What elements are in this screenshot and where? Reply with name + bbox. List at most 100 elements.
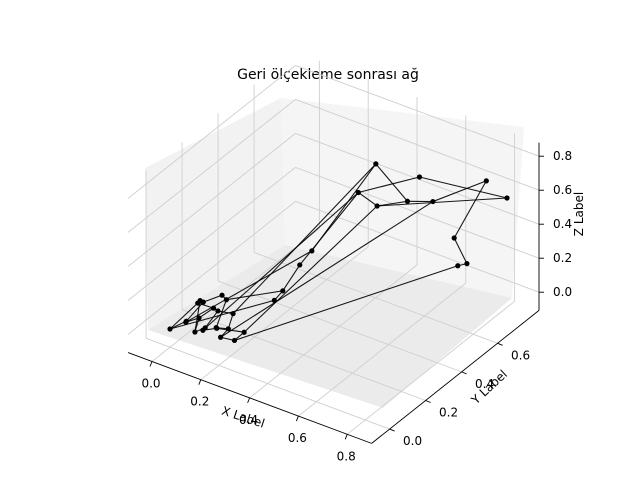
network-edge <box>311 163 377 252</box>
y-tick-label: 0.0 <box>403 434 422 448</box>
network-edge <box>234 265 458 341</box>
x-tick-label: 0.2 <box>190 395 209 409</box>
y-tick-mark <box>425 400 431 403</box>
network-node <box>183 319 189 325</box>
grid-line-z-back <box>295 166 540 259</box>
network-node <box>225 326 231 332</box>
network-edge <box>185 301 204 322</box>
network-node <box>271 297 277 303</box>
z-axis-label: Z Label <box>572 192 586 236</box>
network-edge <box>453 180 487 239</box>
network-node <box>464 261 470 267</box>
grid-line-z-back <box>295 98 540 191</box>
x-axis-line <box>127 352 372 444</box>
network-node <box>430 198 436 205</box>
network-node <box>355 189 361 196</box>
network-node <box>215 308 221 314</box>
network-edge <box>220 201 434 338</box>
grid-line-y-floor <box>145 337 390 430</box>
network-node <box>219 292 225 298</box>
network-edge <box>358 192 378 207</box>
grid-line-z-left <box>127 133 296 267</box>
y-tick-mark <box>497 342 503 346</box>
network-node <box>197 298 203 304</box>
network-edge <box>299 192 359 266</box>
tick-labels: 0.0 0.2 0.4 0.6 0.8 0.0 0.2 0.4 0.6 0.0 0.2 0.4 0.6 0… <box>141 149 572 463</box>
grid-lines <box>127 60 540 435</box>
network-node <box>483 178 489 184</box>
z-tick-label: 0.4 <box>553 217 572 231</box>
y-tick-mark <box>389 428 395 432</box>
y-axis-line <box>371 310 540 444</box>
grid-line-x-floor <box>151 228 320 362</box>
grid-line-x-floor <box>249 264 418 399</box>
x-tick-mark <box>295 415 299 422</box>
grid-line-y-floor <box>253 252 498 344</box>
network-node <box>167 326 173 332</box>
network-node <box>192 329 198 335</box>
network-node <box>504 195 510 201</box>
network-edge <box>202 192 359 331</box>
axes-panes <box>145 98 524 408</box>
network-edges <box>169 163 508 341</box>
network-nodes <box>167 161 510 344</box>
network-node <box>223 297 229 303</box>
chart-title: Geri ölçekleme sonrası ağ <box>237 67 419 83</box>
x-tick-label: 0.6 <box>288 431 307 445</box>
grid-line-z-back <box>295 200 540 293</box>
x-tick-mark <box>247 397 251 404</box>
network-node <box>210 305 217 311</box>
z-tick-label: 0.8 <box>553 149 572 163</box>
network-node <box>196 315 202 321</box>
network-node <box>230 311 236 317</box>
network-node <box>297 262 303 268</box>
network-edge <box>169 302 199 330</box>
network-edge <box>203 294 223 303</box>
grid-line-z-back <box>295 132 540 225</box>
axis-lines <box>127 142 540 444</box>
y-tick-label: 0.4 <box>475 377 494 391</box>
grid-line-z-left <box>127 167 296 301</box>
network-node <box>231 337 238 344</box>
network-edge <box>419 176 508 199</box>
network-edge <box>227 313 234 330</box>
network-node <box>404 198 411 204</box>
network-node <box>241 329 247 335</box>
network-edge <box>432 180 487 203</box>
x-tick-label: 0.0 <box>141 376 160 390</box>
grid-line-x-floor <box>200 246 369 381</box>
left-pane <box>145 98 285 330</box>
z-tick-label: 0.0 <box>553 285 572 299</box>
network-node <box>374 203 380 209</box>
x-tick-mark <box>344 434 348 440</box>
network-node <box>455 263 461 269</box>
network-node <box>280 288 286 294</box>
grid-line-z-left <box>127 99 296 233</box>
floor-pane <box>148 245 512 408</box>
network-node <box>213 325 219 331</box>
grid-line-z-left <box>127 65 296 199</box>
network-edge <box>282 264 301 292</box>
network-edge <box>375 163 408 202</box>
network-edge <box>453 237 468 264</box>
grid-line-x-floor <box>346 300 515 435</box>
grid-line-z-left <box>127 201 296 335</box>
z-tick-label: 0.6 <box>553 183 572 197</box>
network-edge <box>377 197 508 207</box>
network-edge <box>198 307 214 319</box>
network-node <box>218 334 224 340</box>
z-tick-label: 0.2 <box>553 251 572 265</box>
back-pane <box>281 98 524 298</box>
x-tick-label: 0.8 <box>337 449 356 463</box>
network-edge <box>197 302 214 309</box>
grid-line-y-floor <box>217 280 462 373</box>
y-tick-mark <box>461 371 467 375</box>
network-edge <box>358 176 420 194</box>
grid-line-y-floor <box>181 309 426 401</box>
network-edge <box>226 290 283 301</box>
network-node <box>309 248 315 254</box>
network-node <box>373 161 379 167</box>
x-tick-mark <box>198 379 202 385</box>
